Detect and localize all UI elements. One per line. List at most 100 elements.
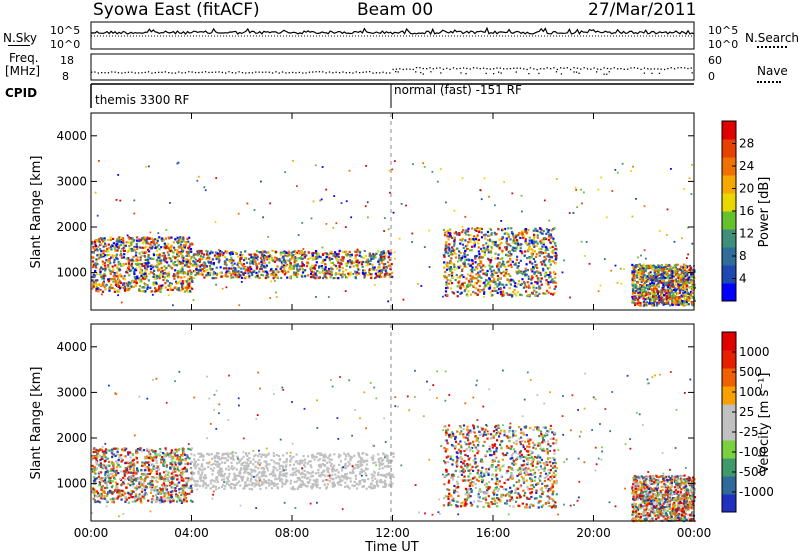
range-cell [517, 265, 520, 268]
freq-point [261, 71, 264, 73]
range-cell [533, 250, 537, 253]
freq-unit: [MHz] [5, 64, 41, 78]
range-cell [644, 293, 647, 296]
range-cell [377, 266, 380, 269]
range-cell [130, 241, 133, 244]
freq-point [687, 67, 689, 70]
range-cell [158, 277, 161, 280]
range-cell [183, 495, 186, 498]
range-cell [534, 264, 537, 267]
range-cell [467, 227, 470, 230]
range-cell [490, 270, 493, 273]
range-cell [111, 469, 114, 472]
range-cell [483, 177, 486, 180]
range-cell [263, 254, 266, 258]
range-cell [525, 263, 528, 266]
chart-title: Syowa East (fitACF) [93, 0, 260, 20]
range-cell [548, 274, 551, 277]
range-cell [690, 275, 693, 278]
range-cell [374, 254, 377, 257]
range-cell [106, 247, 109, 250]
range-cell [123, 472, 126, 475]
range-cell [140, 263, 143, 266]
range-cell [355, 260, 358, 264]
range-cell [135, 281, 138, 285]
range-cell [190, 256, 193, 259]
range-cell [447, 282, 451, 285]
freq-point [117, 72, 120, 74]
range-cell [514, 292, 517, 295]
range-cell [505, 239, 508, 242]
nave-point [528, 73, 530, 75]
range-cell [616, 171, 619, 174]
freq-point [372, 72, 374, 74]
freq-point [653, 68, 656, 70]
range-cell [374, 256, 377, 259]
range-cell [445, 283, 448, 286]
range-cell [316, 270, 319, 273]
range-cell [341, 267, 344, 270]
range-cell [147, 464, 151, 467]
range-cell [532, 257, 535, 261]
range-cell [268, 261, 271, 264]
range-cell [639, 304, 642, 307]
range-cell [654, 289, 657, 292]
range-cell [387, 272, 390, 275]
range-cell [451, 249, 454, 252]
range-cell [178, 469, 181, 472]
range-cell [257, 277, 260, 280]
range-cell [93, 479, 96, 482]
range-cell [149, 265, 152, 268]
range-cell [111, 500, 114, 504]
range-cell [504, 275, 507, 278]
range-cell [101, 293, 103, 296]
range-cell [135, 242, 138, 245]
range-cell [202, 264, 205, 267]
range-cell [538, 271, 541, 274]
range-cell [446, 261, 449, 264]
range-cell [152, 450, 155, 453]
range-cell [380, 275, 383, 278]
range-cell [168, 484, 171, 487]
range-cell [156, 261, 159, 264]
range-cell [172, 263, 175, 266]
freq-point [231, 72, 233, 74]
range-cell [175, 282, 178, 285]
range-cell [151, 484, 154, 487]
range-cell [661, 274, 664, 277]
range-cell [104, 476, 107, 479]
range-cell [119, 493, 122, 496]
range-cell [122, 241, 125, 244]
range-cell [686, 296, 689, 299]
range-cell [115, 488, 118, 491]
range-cell [167, 491, 170, 494]
range-cell [280, 261, 283, 264]
range-cell [107, 265, 110, 268]
range-cell [161, 497, 164, 500]
range-cell [503, 286, 506, 289]
range-cell [173, 260, 177, 264]
range-cell [184, 486, 188, 489]
nave-tick-bottom: 0 [708, 70, 715, 83]
freq-point [482, 67, 485, 69]
range-cell [192, 254, 195, 257]
range-cell [686, 273, 689, 276]
range-cell [161, 456, 164, 459]
range-cell [684, 266, 687, 269]
range-cell [224, 275, 227, 278]
range-cell [662, 285, 665, 288]
range-cell [153, 456, 156, 459]
range-cell [474, 238, 477, 241]
range-cell [100, 253, 103, 256]
range-cell [511, 233, 515, 236]
range-cell [548, 266, 551, 269]
range-cell [94, 262, 97, 265]
range-cell [378, 263, 381, 266]
range-cell [669, 289, 672, 292]
range-cell [686, 284, 689, 287]
freq-point [97, 72, 99, 74]
range-cell [454, 253, 458, 256]
range-cell [184, 462, 187, 465]
range-cell [691, 303, 694, 306]
range-cell [132, 476, 135, 479]
